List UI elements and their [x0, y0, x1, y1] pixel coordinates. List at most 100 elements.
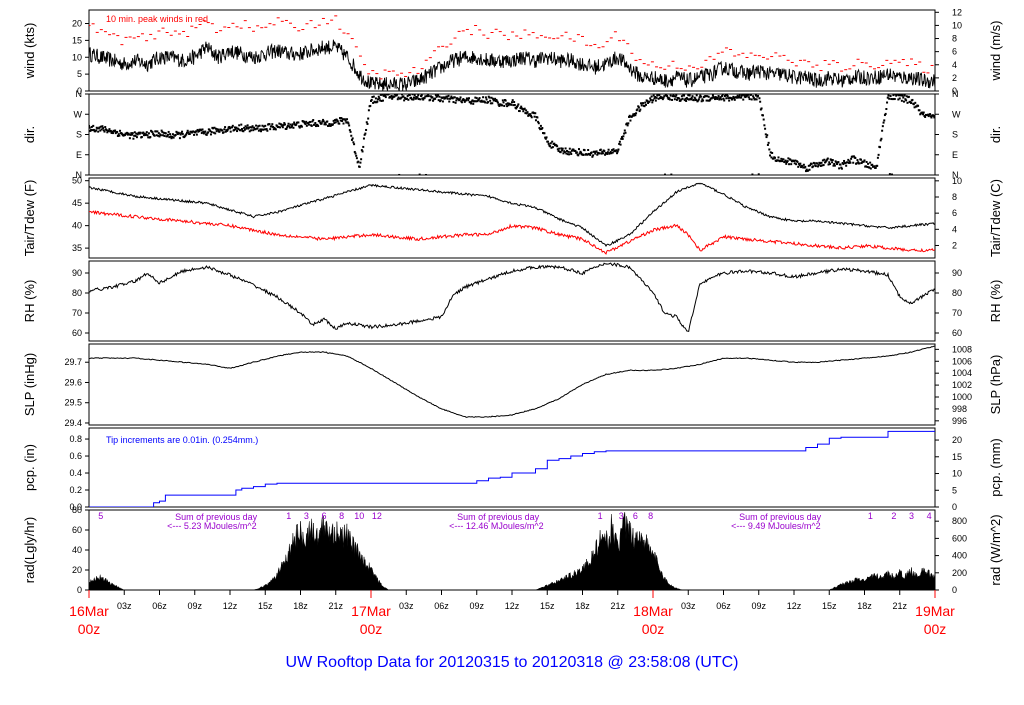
dir-point: [633, 112, 636, 115]
dir-point: [297, 121, 300, 124]
dir-point: [914, 101, 917, 104]
dir-point: [286, 124, 289, 127]
dir-point: [136, 133, 139, 136]
dir-point: [627, 122, 630, 125]
dir-point: [338, 117, 341, 120]
left-tick-label: 20: [72, 565, 82, 575]
dir-point: [364, 132, 367, 135]
dir-point: [789, 158, 792, 161]
dir-point: [451, 97, 454, 100]
dir-point: [454, 101, 457, 104]
x-hour-label: 12z: [505, 601, 520, 611]
right-tick-label: 0: [952, 585, 957, 595]
dir-point: [353, 150, 356, 153]
dir-point: [658, 94, 661, 97]
left-tick-label: 0: [77, 585, 82, 595]
dir-point: [559, 151, 562, 154]
dir-point: [485, 98, 488, 101]
left-tick-label: W: [74, 109, 83, 119]
dir-point: [243, 126, 246, 129]
dir-point: [539, 124, 542, 127]
dir-point: [666, 95, 669, 98]
radiation-area: [89, 512, 935, 590]
dir-point: [866, 165, 869, 168]
dir-point: [472, 102, 475, 105]
left-tick-label: 5: [77, 69, 82, 79]
dir-point: [372, 101, 375, 104]
dir-point: [239, 129, 242, 132]
dir-point: [541, 126, 544, 129]
dir-point: [496, 101, 499, 104]
dir-point: [305, 124, 308, 127]
x-axis: 03z 06z 09z 12z 15z 18z 21z 03z 06z 09z 12z 15z 18z 2…: [69, 590, 955, 637]
dir-point: [322, 120, 325, 123]
dir-point: [570, 149, 573, 152]
dir-point: [181, 132, 184, 135]
dir-point: [628, 114, 631, 117]
dir-point: [906, 101, 909, 104]
dir-point: [825, 159, 828, 162]
dir-point: [151, 131, 154, 134]
dir-point: [830, 159, 833, 162]
dir-point: [310, 124, 313, 127]
dir-point: [922, 113, 925, 116]
dir-point: [634, 114, 637, 117]
dir-point: [719, 96, 722, 99]
dir-point: [167, 130, 170, 133]
right-axis-label: rad (W/m^2): [988, 514, 1003, 585]
dir-point: [418, 173, 421, 175]
dir-point: [187, 131, 190, 134]
dir-point: [215, 130, 218, 133]
dir-point: [97, 130, 100, 133]
dir-point: [441, 100, 444, 103]
dir-point: [114, 132, 117, 135]
dir-point: [482, 96, 485, 99]
dir-point: [879, 139, 882, 142]
dir-point: [904, 98, 907, 101]
panel-slp: 29.4 29.5 29.6 29.7 996 998 1000 1002 1004 1006 10…: [22, 343, 1003, 428]
dir-point: [444, 97, 447, 100]
dir-point: [648, 100, 651, 103]
dir-point: [298, 126, 301, 129]
dir-point: [855, 162, 858, 165]
dir-point: [894, 94, 897, 96]
hour-mark: 1: [286, 511, 291, 521]
dir-point: [318, 119, 321, 122]
dir-point: [169, 133, 172, 136]
dir-point: [643, 105, 646, 108]
dir-point: [339, 119, 342, 122]
dir-point: [854, 156, 857, 159]
dir-point: [248, 126, 251, 129]
dir-point: [252, 126, 255, 129]
dir-point: [740, 96, 743, 99]
right-tick-label: 15: [952, 452, 962, 462]
dir-point: [436, 94, 439, 97]
dir-point: [272, 128, 275, 131]
dir-point: [233, 128, 236, 131]
right-tick-label: 6: [952, 47, 957, 57]
dir-point: [735, 96, 738, 99]
dir-point: [491, 97, 494, 100]
radiation-annotation: <--- 5.23 MJoules/m^2: [167, 521, 257, 531]
dir-point: [592, 154, 595, 157]
dir-point: [438, 95, 441, 98]
dir-point: [200, 129, 203, 132]
dir-point: [168, 136, 171, 139]
dir-point: [591, 155, 594, 158]
radiation-annotation: Sum of previous day: [457, 512, 540, 522]
dir-point: [266, 129, 269, 132]
dir-point: [400, 96, 403, 99]
dir-point: [434, 97, 437, 100]
dir-point: [754, 98, 757, 101]
dir-point: [119, 129, 122, 132]
dir-point: [166, 135, 169, 138]
dir-point: [353, 143, 356, 146]
panel-rh: 60 70 80 90 60 70 80 90 RH (%) RH (%): [22, 260, 1003, 342]
dir-point: [453, 96, 456, 99]
dir-point: [640, 104, 643, 107]
dir-point: [193, 133, 196, 136]
dir-point: [145, 131, 148, 134]
dir-point: [295, 123, 298, 126]
dir-point: [794, 159, 797, 162]
dir-point: [185, 133, 188, 136]
